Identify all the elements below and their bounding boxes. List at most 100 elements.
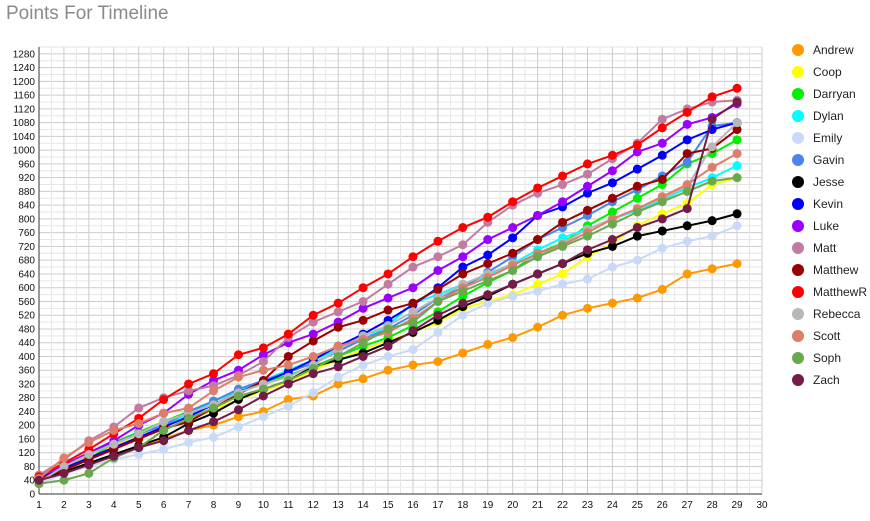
data-point[interactable] bbox=[408, 298, 418, 308]
data-point[interactable] bbox=[558, 259, 568, 269]
data-point[interactable] bbox=[607, 193, 617, 203]
data-point[interactable] bbox=[258, 343, 268, 353]
data-point[interactable] bbox=[209, 369, 219, 379]
data-point[interactable] bbox=[84, 460, 94, 470]
data-point[interactable] bbox=[184, 379, 194, 389]
data-point[interactable] bbox=[607, 262, 617, 272]
data-point[interactable] bbox=[109, 425, 119, 435]
legend-item-andrew[interactable]: Andrew bbox=[792, 43, 854, 57]
data-point[interactable] bbox=[134, 429, 144, 439]
data-point[interactable] bbox=[383, 351, 393, 361]
data-point[interactable] bbox=[333, 351, 343, 361]
legend-item-matthewr[interactable]: MatthewR bbox=[792, 285, 867, 299]
data-point[interactable] bbox=[707, 231, 717, 241]
data-point[interactable] bbox=[582, 205, 592, 215]
data-point[interactable] bbox=[682, 107, 692, 117]
data-point[interactable] bbox=[383, 279, 393, 289]
data-point[interactable] bbox=[458, 262, 468, 272]
legend-item-kevin[interactable]: Kevin bbox=[792, 197, 843, 211]
legend-item-matthew[interactable]: Matthew bbox=[792, 263, 859, 277]
data-point[interactable] bbox=[408, 345, 418, 355]
data-point[interactable] bbox=[283, 379, 293, 389]
legend-item-jesse[interactable]: Jesse bbox=[792, 175, 845, 189]
data-point[interactable] bbox=[682, 180, 692, 190]
data-point[interactable] bbox=[209, 417, 219, 427]
data-point[interactable] bbox=[333, 362, 343, 372]
data-point[interactable] bbox=[508, 197, 518, 207]
data-point[interactable] bbox=[533, 322, 543, 332]
data-point[interactable] bbox=[483, 259, 493, 269]
data-point[interactable] bbox=[408, 283, 418, 293]
data-point[interactable] bbox=[233, 422, 243, 432]
data-point[interactable] bbox=[632, 181, 642, 191]
data-point[interactable] bbox=[508, 279, 518, 289]
data-point[interactable] bbox=[682, 149, 692, 159]
data-point[interactable] bbox=[707, 142, 717, 152]
data-point[interactable] bbox=[383, 269, 393, 279]
data-point[interactable] bbox=[233, 412, 243, 422]
data-point[interactable] bbox=[483, 250, 493, 260]
data-point[interactable] bbox=[582, 159, 592, 169]
data-point[interactable] bbox=[682, 186, 692, 196]
data-point[interactable] bbox=[582, 188, 592, 198]
data-point[interactable] bbox=[109, 439, 119, 449]
data-point[interactable] bbox=[632, 140, 642, 150]
data-point[interactable] bbox=[607, 298, 617, 308]
data-point[interactable] bbox=[483, 298, 493, 308]
data-point[interactable] bbox=[209, 386, 219, 396]
data-point[interactable] bbox=[558, 269, 568, 279]
data-point[interactable] bbox=[558, 197, 568, 207]
data-point[interactable] bbox=[632, 293, 642, 303]
data-point[interactable] bbox=[458, 223, 468, 233]
legend-item-scott[interactable]: Scott bbox=[792, 329, 841, 343]
data-point[interactable] bbox=[358, 360, 368, 370]
data-point[interactable] bbox=[458, 298, 468, 308]
data-point[interactable] bbox=[59, 453, 69, 463]
data-point[interactable] bbox=[707, 176, 717, 186]
data-point[interactable] bbox=[732, 221, 742, 231]
data-point[interactable] bbox=[732, 161, 742, 171]
data-point[interactable] bbox=[358, 303, 368, 313]
data-point[interactable] bbox=[483, 290, 493, 300]
legend-item-matt[interactable]: Matt bbox=[792, 241, 837, 255]
data-point[interactable] bbox=[333, 298, 343, 308]
data-point[interactable] bbox=[682, 119, 692, 129]
data-point[interactable] bbox=[732, 97, 742, 107]
data-point[interactable] bbox=[408, 262, 418, 272]
data-point[interactable] bbox=[533, 269, 543, 279]
data-point[interactable] bbox=[558, 180, 568, 190]
data-point[interactable] bbox=[433, 296, 443, 306]
data-point[interactable] bbox=[582, 274, 592, 284]
data-point[interactable] bbox=[159, 436, 169, 446]
data-point[interactable] bbox=[533, 183, 543, 193]
data-point[interactable] bbox=[558, 279, 568, 289]
data-point[interactable] bbox=[458, 252, 468, 262]
data-point[interactable] bbox=[184, 413, 194, 423]
data-point[interactable] bbox=[433, 284, 443, 294]
data-point[interactable] bbox=[607, 166, 617, 176]
data-point[interactable] bbox=[308, 336, 318, 346]
data-point[interactable] bbox=[408, 317, 418, 327]
data-point[interactable] bbox=[233, 350, 243, 360]
data-point[interactable] bbox=[657, 197, 667, 207]
legend-item-luke[interactable]: Luke bbox=[792, 219, 839, 233]
legend-item-gavin[interactable]: Gavin bbox=[792, 153, 844, 167]
data-point[interactable] bbox=[682, 236, 692, 246]
data-point[interactable] bbox=[358, 283, 368, 293]
data-point[interactable] bbox=[433, 252, 443, 262]
data-point[interactable] bbox=[109, 451, 119, 461]
data-point[interactable] bbox=[358, 315, 368, 325]
data-point[interactable] bbox=[308, 351, 318, 361]
data-point[interactable] bbox=[433, 327, 443, 337]
data-point[interactable] bbox=[258, 391, 268, 401]
legend-item-zach[interactable]: Zach bbox=[792, 373, 840, 387]
data-point[interactable] bbox=[433, 266, 443, 275]
data-point[interactable] bbox=[458, 240, 468, 250]
data-point[interactable] bbox=[433, 236, 443, 246]
data-point[interactable] bbox=[34, 475, 44, 485]
data-point[interactable] bbox=[707, 264, 717, 274]
data-point[interactable] bbox=[682, 135, 692, 145]
data-point[interactable] bbox=[383, 324, 393, 334]
data-point[interactable] bbox=[358, 338, 368, 348]
data-point[interactable] bbox=[308, 317, 318, 327]
